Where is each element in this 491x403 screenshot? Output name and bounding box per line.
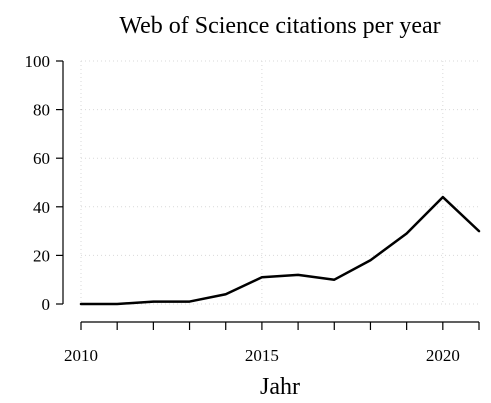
y-tick-label-3: 60 xyxy=(33,149,50,168)
axes-layer xyxy=(62,61,479,323)
chart-title: Web of Science citations per year xyxy=(119,13,440,39)
series-layer xyxy=(79,195,481,306)
y-tick-label-2: 40 xyxy=(33,198,50,217)
y-tick-label-1: 20 xyxy=(33,246,50,265)
citations-series-line xyxy=(79,195,481,306)
x-ticks-layer: 2010 2015 2020 xyxy=(64,322,480,365)
x-tick-label-2: 2020 xyxy=(426,346,460,365)
x-axis-label: Jahr xyxy=(260,374,300,400)
y-tick-label-4: 80 xyxy=(33,101,50,120)
x-tick-label-0: 2010 xyxy=(64,346,98,365)
grid-layer xyxy=(80,60,479,305)
y-tick-label-0: 0 xyxy=(42,295,51,314)
x-tick-label-1: 2015 xyxy=(245,346,279,365)
y-tick-label-5: 100 xyxy=(25,52,51,71)
y-ticks-layer: 0 20 40 60 80 100 xyxy=(25,52,63,314)
